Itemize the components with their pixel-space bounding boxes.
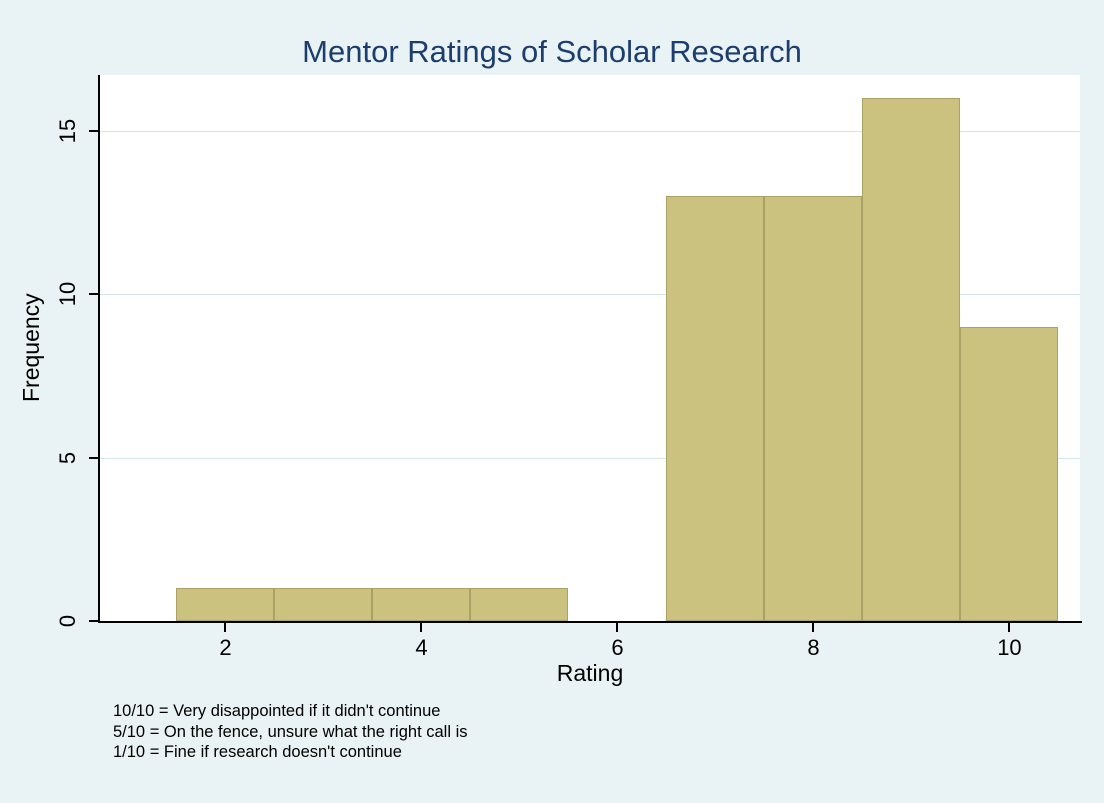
note-line: 1/10 = Fine if research doesn't continue	[113, 743, 402, 761]
y-axis-tick	[89, 456, 98, 459]
note-line: 5/10 = On the fence, unsure what the rig…	[113, 722, 468, 741]
x-tick-label: 6	[611, 635, 624, 660]
y-tick-label: 15	[55, 118, 80, 143]
histogram-bar	[372, 588, 471, 621]
y-axis-tick	[89, 129, 98, 132]
y-axis-tick	[89, 293, 98, 296]
histogram-bar	[176, 588, 275, 621]
gridline	[100, 457, 1080, 459]
plot-area	[100, 75, 1080, 621]
x-tick-label: 2	[219, 635, 232, 660]
x-axis-line	[98, 621, 1082, 623]
x-tick-label: 10	[997, 635, 1022, 660]
histogram-bar	[274, 588, 373, 621]
x-axis-title: Rating	[556, 660, 624, 686]
x-axis-tick	[616, 623, 619, 632]
histogram-bar	[960, 326, 1059, 621]
histogram-bar	[470, 588, 569, 621]
x-tick-label: 4	[415, 635, 428, 660]
gridline	[100, 294, 1080, 296]
gridline	[100, 130, 1080, 132]
y-axis-title: Frequency	[18, 293, 44, 403]
histogram-bar	[764, 195, 863, 621]
note-line: 10/10 = Very disappointed if it didn't c…	[113, 702, 441, 720]
chart-notes: 10/10 = Very disappointed if it didn't c…	[113, 701, 468, 763]
x-axis-tick	[1008, 623, 1011, 632]
y-tick-label: 10	[55, 281, 80, 307]
y-tick-label: 5	[55, 451, 80, 464]
x-axis-tick	[420, 623, 423, 632]
x-tick-label: 8	[807, 635, 820, 660]
x-axis-tick	[812, 623, 815, 632]
chart-title: Mentor Ratings of Scholar Research	[302, 34, 802, 69]
y-tick-label: 0	[55, 614, 80, 628]
y-axis-line	[98, 75, 100, 623]
x-axis-tick	[224, 623, 227, 632]
y-axis-tick	[89, 620, 98, 622]
histogram-bar	[862, 97, 961, 621]
histogram-bar	[666, 195, 765, 621]
